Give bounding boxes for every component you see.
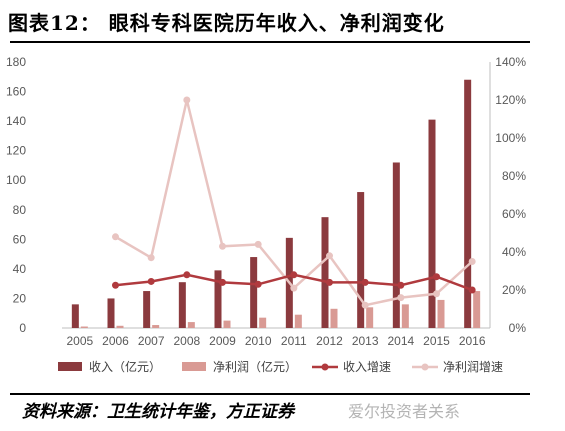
revenue-bar: [392, 162, 400, 328]
profit-bar: [152, 325, 160, 328]
profit-bar: [366, 307, 374, 328]
legend-profit-swatch: [182, 362, 206, 371]
left-y-tick-label: 100: [6, 173, 26, 187]
x-tick-label: 2009: [209, 334, 236, 348]
revenue-bar: [357, 192, 365, 328]
profit-growth-point: [219, 242, 226, 250]
profit-growth-point: [326, 252, 333, 260]
revenue-bar: [250, 257, 258, 328]
profit-bar: [259, 317, 267, 328]
bottom-divider: [10, 393, 530, 395]
revenue-growth-point: [219, 278, 226, 286]
profit-bar: [116, 325, 124, 328]
right-y-tick-label: 40%: [502, 245, 526, 259]
left-y-tick-label: 160: [6, 85, 26, 99]
right-y-tick-label: 120%: [495, 93, 526, 107]
right-y-tick-label: 100%: [495, 131, 526, 145]
profit-growth-point: [290, 284, 298, 292]
left-y-tick-label: 180: [6, 55, 26, 69]
profit-bar: [80, 326, 88, 328]
profit-growth-point: [112, 233, 119, 241]
right-y-tick-label: 0%: [509, 321, 527, 335]
chart-lines: [112, 96, 476, 309]
revenue-growth-point: [326, 278, 333, 286]
revenue-bar: [214, 270, 222, 328]
revenue-growth-point: [254, 280, 262, 288]
revenue-growth-point: [183, 271, 191, 279]
legend-profit-growth-swatch-marker: [421, 363, 429, 371]
revenue-bar: [178, 282, 186, 328]
chart-legend: 收入（亿元） 净利润（亿元） 收入增速 净利润增速: [58, 359, 503, 374]
x-tick-label: 2011: [281, 334, 307, 348]
revenue-growth-point: [147, 277, 155, 285]
left-y-tick-label: 40: [13, 262, 27, 276]
revenue-profit-chart: 0 20 40 60 80 100 120 140 160 180 0% 20% 40% 60% 80% 10…: [6, 55, 526, 374]
x-tick-label: 2008: [173, 334, 200, 348]
x-tick-label: 2015: [423, 334, 450, 348]
revenue-growth-point: [361, 278, 369, 286]
left-y-tick-label: 80: [13, 203, 27, 217]
right-y-tick-label: 60%: [502, 207, 526, 221]
left-y-tick-label: 20: [13, 291, 27, 305]
right-y-tick-label: 20%: [502, 283, 526, 297]
revenue-growth-point: [112, 281, 119, 289]
x-tick-label: 2013: [352, 334, 379, 348]
chart-bars: [71, 79, 481, 328]
revenue-bar: [428, 119, 436, 328]
chart-axes: [62, 62, 491, 329]
left-y-tick-label: 120: [6, 144, 26, 158]
x-tick-label: 2012: [316, 334, 343, 348]
legend-revenue-growth-swatch-marker: [321, 363, 329, 371]
legend-revenue-swatch: [58, 362, 82, 371]
revenue-growth-point: [397, 281, 405, 289]
title-underline: [10, 41, 530, 43]
right-y-tick-label: 140%: [495, 55, 526, 69]
revenue-growth-point: [290, 271, 298, 279]
profit-growth-point: [468, 258, 476, 265]
profit-growth-point: [361, 301, 369, 309]
right-y-tick-label: 80%: [502, 169, 526, 183]
x-tick-label: 2005: [66, 334, 93, 348]
legend-revenue-label: 收入（亿元）: [89, 359, 161, 374]
profit-growth-point: [147, 254, 155, 262]
x-tick-label: 2010: [245, 334, 272, 348]
legend-profit-growth-label: 净利润增速: [443, 360, 503, 374]
revenue-bar: [107, 298, 115, 328]
source-note: 资料来源：卫生统计年鉴，方正证券: [22, 402, 294, 422]
watermark-text: 爱尔投资者关系: [348, 402, 461, 421]
profit-growth-point: [254, 240, 262, 248]
revenue-bar: [71, 304, 79, 328]
profit-growth-point: [433, 290, 440, 298]
x-tick-label: 2007: [138, 334, 165, 348]
figure-title: 图表12： 眼科专科医院历年收入、净利润变化: [8, 11, 445, 35]
x-tick-label: 2014: [387, 334, 414, 348]
left-y-tick-label: 60: [13, 232, 27, 246]
profit-growth-point: [397, 294, 405, 302]
revenue-growth-point: [468, 286, 476, 294]
x-tick-label: 2016: [459, 334, 486, 348]
revenue-growth-point: [433, 273, 440, 281]
profit-bar: [330, 308, 338, 328]
revenue-bar: [143, 291, 151, 328]
left-y-tick-label: 0: [19, 321, 26, 335]
profit-bar: [473, 291, 481, 328]
profit-bar: [223, 320, 231, 328]
legend-profit-label: 净利润（亿元）: [213, 359, 297, 374]
revenue-bar: [321, 217, 329, 328]
profit-bar: [401, 304, 409, 328]
profit-growth-point: [183, 96, 191, 104]
legend-revenue-growth-label: 收入增速: [343, 360, 391, 374]
left-y-tick-label: 140: [6, 114, 26, 128]
profit-bar: [187, 322, 195, 328]
profit-bar: [437, 299, 445, 328]
profit-bar: [294, 314, 302, 328]
chart-tick-labels: 0 20 40 60 80 100 120 140 160 180 0% 20% 40% 60% 80% 10…: [6, 55, 526, 348]
x-tick-label: 2006: [102, 334, 129, 348]
revenue-bar: [464, 79, 472, 328]
